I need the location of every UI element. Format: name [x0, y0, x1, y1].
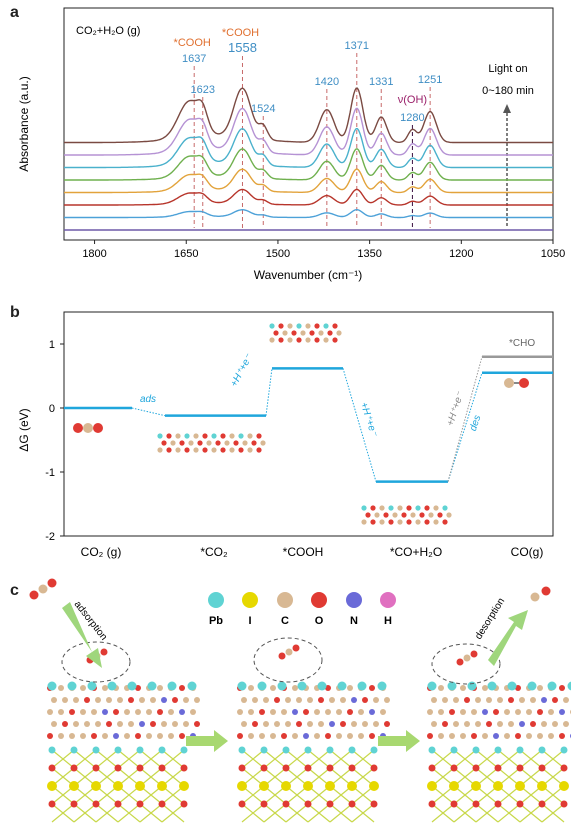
- y-tick-label-b-0: 1: [49, 339, 55, 351]
- legend-label-C: C: [281, 615, 289, 627]
- ftir-chart: Absorbance (a.u.) Wavenumber (cm⁻¹) CO₂+…: [17, 7, 565, 282]
- cho-label: *CHO: [509, 338, 535, 349]
- plot-frame-b: [63, 311, 554, 537]
- y-tick-label-b-2: -1: [45, 467, 55, 479]
- arrow-label-1: Light on: [488, 63, 527, 75]
- band-label-1420: 1420: [315, 76, 339, 88]
- legend-label-Pb: Pb: [209, 615, 223, 627]
- band-tag-1558: *COOH: [222, 27, 259, 39]
- x-tick-label-a-3: 1350: [357, 248, 381, 260]
- band-label-1524: 1524: [251, 103, 275, 115]
- x-tick-label-a-0: 1800: [82, 248, 106, 260]
- adsorbed-co-structure: [361, 505, 452, 525]
- legend-atom-O: [311, 592, 327, 608]
- adsorbate-atom-2-b: [463, 654, 471, 662]
- adsorbate-atom-2-a: [456, 658, 464, 666]
- co-molecule-icon: [504, 378, 529, 388]
- spectrum-series-5: [64, 148, 553, 181]
- desorption-label: desorption: [473, 596, 507, 641]
- adsorbate-atom-1-a: [278, 652, 286, 660]
- spectrum-series-4: [64, 168, 553, 194]
- desorption-arrow: [488, 610, 528, 666]
- slab-structure-3: [427, 681, 571, 823]
- mechanism-illustration: Pb I C O N H adsorption desorption: [29, 578, 571, 823]
- y-tick-label-b-1: 0: [49, 403, 55, 415]
- connector-1: [265, 368, 273, 416]
- legend-label-H: H: [384, 615, 392, 627]
- slab-structure-1: [47, 681, 200, 823]
- adsorbate-highlight-1: [61, 641, 131, 683]
- x-axis-label-a: Wavenumber (cm⁻¹): [254, 268, 363, 282]
- process-arrow-2: [378, 730, 420, 752]
- legend-atom-Pb: [208, 592, 224, 608]
- spectrum-series-3: [64, 188, 553, 206]
- band-label-1331: 1331: [369, 76, 393, 88]
- adsorbate-atom-1-b: [285, 648, 293, 656]
- step-label-1: +H⁺+e⁻: [229, 352, 255, 389]
- inset-text: CO₂+H₂O (g): [76, 25, 140, 37]
- band-label-1637: 1637: [182, 53, 206, 65]
- legend-label-I: I: [248, 615, 251, 627]
- category-label-4: CO(g): [511, 545, 544, 559]
- adsorbed-co2-structure: [157, 433, 266, 453]
- legend-atom-C: [277, 592, 293, 608]
- band-label-1558: 1558: [228, 40, 257, 55]
- legend-atom-H: [380, 592, 396, 608]
- x-tick-label-a-4: 1200: [449, 248, 473, 260]
- step-label-2: +H⁺+e⁻: [358, 401, 380, 438]
- adsorbed-cooh-structure: [269, 323, 342, 343]
- adsorbate-highlight-3: [431, 643, 501, 685]
- connector-0: [131, 407, 166, 417]
- co2-molecule-icon: [73, 423, 103, 433]
- step-label-0: ads: [140, 394, 156, 405]
- adsorbate-atom-1-c: [292, 644, 300, 652]
- band-label-1251: 1251: [418, 74, 442, 86]
- spectrum-series-8: [64, 87, 553, 144]
- adsorbate-atom-0-c: [100, 648, 108, 656]
- legend-label-O: O: [315, 615, 324, 627]
- band-label-1623: 1623: [191, 84, 215, 96]
- panel-label-c: c: [10, 582, 19, 599]
- category-label-3: *CO+H₂O: [390, 545, 442, 559]
- category-label-2: *COOH: [283, 545, 324, 559]
- legend-atom-N: [346, 592, 362, 608]
- x-tick-label-a-2: 1500: [266, 248, 290, 260]
- adsorbate-highlight-2: [253, 637, 323, 683]
- x-tick-label-a-5: 1050: [541, 248, 565, 260]
- x-tick-label-a-1: 1650: [174, 248, 198, 260]
- process-arrow-1: [186, 730, 228, 752]
- connector-cho: [447, 356, 483, 482]
- step-label-3: des: [468, 414, 483, 433]
- connector-3: [447, 372, 483, 482]
- legend-label-N: N: [350, 615, 358, 627]
- band-tag-1637: *COOH: [174, 37, 211, 49]
- legend-atom-I: [242, 592, 258, 608]
- plot-frame-a: [63, 7, 554, 241]
- light-arrow-head: [503, 104, 511, 113]
- spectrum-series-6: [64, 127, 553, 169]
- panel-label-b: b: [10, 304, 20, 321]
- y-axis-label-a: Absorbance (a.u.): [17, 76, 31, 171]
- slab-structure-2: [237, 681, 390, 823]
- category-label-0: CO₂ (g): [81, 545, 122, 559]
- adsorption-arrow: [62, 602, 102, 668]
- y-tick-label-b-3: -2: [45, 531, 55, 543]
- step-label-4: +H⁺+e⁻: [445, 390, 467, 427]
- spectrum-series-7: [64, 107, 553, 156]
- panel-label-a: a: [10, 4, 19, 21]
- y-axis-label-b: ΔG (eV): [17, 408, 31, 451]
- band-label-1280: 1280: [400, 112, 424, 124]
- band-label-1371: 1371: [345, 40, 369, 52]
- adsorbate-atom-2-c: [470, 650, 478, 658]
- category-label-1: *CO₂: [200, 545, 228, 559]
- band-tag-1280: ν(OH): [398, 94, 427, 106]
- arrow-label-2: 0~180 min: [482, 85, 534, 97]
- energy-diagram: ΔG (eV) 1 0 -1 -2 CO₂ (g) *CO₂ *COOH *CO+H₂O CO…: [17, 311, 554, 559]
- spectrum-series-2: [64, 208, 553, 219]
- co2-gas-icon: [29, 578, 57, 600]
- co-gas-icon: [530, 586, 551, 602]
